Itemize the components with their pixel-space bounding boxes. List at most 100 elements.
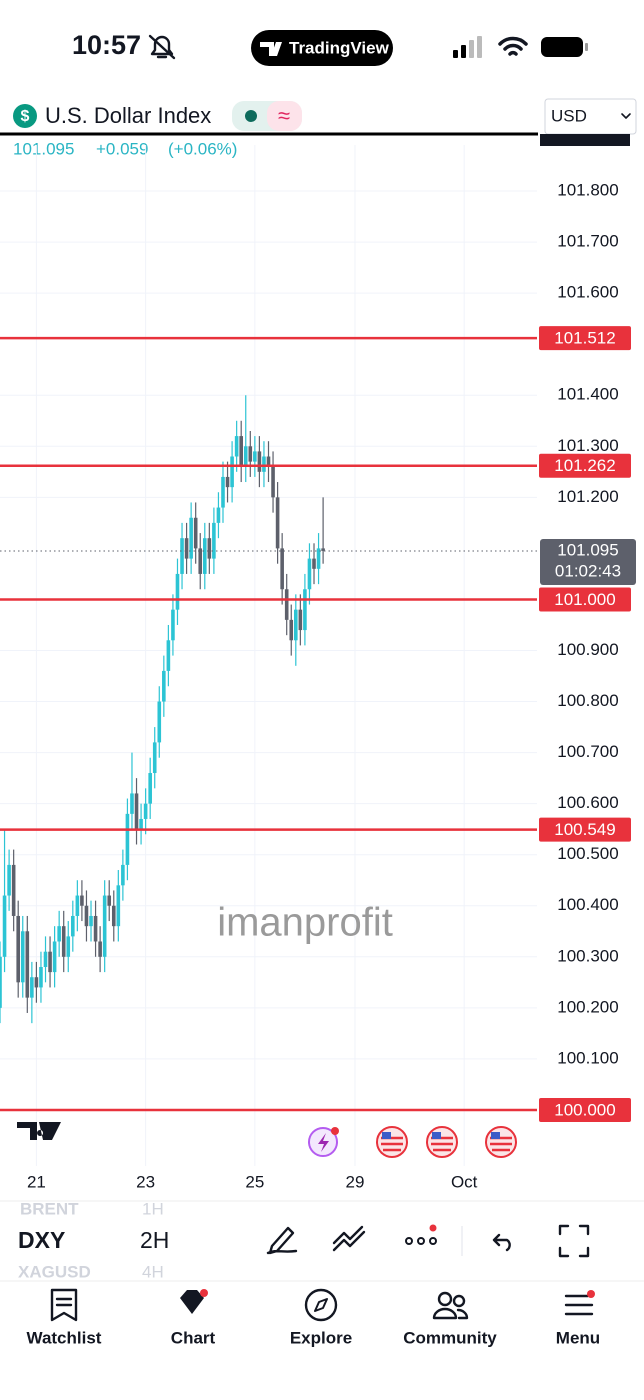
candle-body — [66, 936, 71, 957]
current-price-label: 101.095 — [557, 540, 618, 559]
candle-body — [234, 436, 239, 457]
x-tick-label: 25 — [245, 1172, 264, 1191]
price-level-tag — [539, 587, 631, 612]
quote-change-percent: (+0.06%) — [168, 139, 237, 158]
y-tick-label: 100.600 — [557, 793, 618, 812]
price-level-tag — [539, 453, 631, 478]
currency: USD — [551, 106, 587, 125]
candle-body — [148, 773, 152, 804]
candle-body — [303, 589, 307, 631]
symbol-name[interactable]: U.S. Dollar Index — [45, 103, 211, 128]
battery-tip — [585, 43, 588, 51]
tab-label: Community — [403, 1328, 497, 1347]
candle-body — [175, 573, 180, 610]
tab-watchlist[interactable]: Watchlist — [27, 1288, 102, 1347]
candle-body — [171, 609, 175, 641]
us-event[interactable] — [376, 1126, 408, 1158]
toolbar-interval[interactable]: 2H — [140, 1227, 169, 1253]
candle-body — [230, 456, 234, 488]
candle-body — [84, 905, 89, 927]
tab-label: Menu — [556, 1328, 600, 1347]
x-tick-label: 23 — [136, 1172, 155, 1191]
candle-body — [125, 813, 130, 865]
candle-body — [294, 609, 298, 641]
candle-body — [107, 895, 112, 906]
candle-body — [139, 818, 143, 830]
candle-body — [243, 446, 248, 467]
candle-body — [316, 548, 321, 569]
candle-body — [7, 864, 11, 896]
tab-menu[interactable]: Menu — [556, 1290, 600, 1347]
draw-tool[interactable] — [266, 1226, 298, 1255]
faded-symbol: BRENT — [20, 1199, 79, 1218]
indicator-tool[interactable] — [332, 1225, 366, 1252]
tv-logo-small — [260, 42, 282, 56]
countdown-label: 01:02:43 — [555, 561, 621, 580]
candle-body — [98, 941, 102, 957]
y-tick-label: 101.800 — [557, 181, 618, 200]
battery-icon — [541, 37, 583, 57]
y-tick-label: 100.400 — [557, 895, 618, 914]
candle-body — [130, 793, 134, 814]
candle-body — [321, 548, 325, 551]
candle-body — [198, 548, 203, 574]
y-tick-label: 101.600 — [557, 283, 618, 302]
y-tick-label: 100.200 — [557, 997, 618, 1016]
candle-body — [202, 538, 207, 574]
status-dot — [245, 110, 257, 122]
candle-body — [43, 951, 48, 968]
candle-body — [143, 803, 148, 819]
fullscreen-tool[interactable] — [558, 1224, 590, 1258]
candle-body — [0, 956, 2, 1008]
mute-icon — [148, 34, 176, 60]
y-tick-label: 101.200 — [557, 487, 618, 506]
candle-body — [111, 905, 116, 927]
flag-stripes — [381, 1136, 512, 1152]
symbol-icon — [13, 104, 37, 128]
y-tick-label: 100.500 — [557, 844, 618, 863]
us-event[interactable] — [426, 1126, 458, 1158]
candle-body — [89, 915, 93, 927]
tab-explore[interactable]: Explore — [290, 1288, 352, 1347]
candle-body — [39, 967, 43, 988]
candle-body — [30, 977, 34, 998]
candle-body — [52, 941, 57, 973]
tab-label: Explore — [290, 1328, 352, 1347]
candle-body — [271, 466, 275, 498]
candle-body — [75, 895, 80, 916]
signal-icon — [453, 36, 482, 58]
candle-body — [11, 864, 16, 916]
price-level-label: 101.000 — [554, 590, 615, 609]
chart[interactable]: 21 23 25 29 Oct 100.100 100.200 100.300 100.400 1… — [0, 145, 636, 1191]
candle-body — [189, 517, 193, 559]
y-tick-label: 101.700 — [557, 232, 618, 251]
candle-body — [134, 793, 139, 830]
tv-logo — [17, 1122, 61, 1140]
candle-body — [298, 609, 303, 631]
flag-canton — [491, 1132, 500, 1139]
x-tick-label: 29 — [346, 1172, 365, 1191]
quote-price: 101.095 — [13, 139, 74, 158]
flag-canton — [432, 1132, 441, 1139]
flag-canton — [382, 1132, 391, 1139]
clock: 10:57 — [72, 30, 141, 60]
price-level-tag — [539, 817, 631, 842]
candle-body — [280, 548, 284, 590]
more-tool[interactable] — [405, 1224, 437, 1245]
candle-body — [34, 977, 39, 988]
candle-body — [180, 538, 184, 574]
candle-body — [266, 456, 271, 467]
undo-tool[interactable] — [492, 1233, 511, 1252]
tab-chart[interactable]: Chart — [171, 1289, 216, 1347]
candle-body — [102, 895, 107, 957]
toolbar-symbol[interactable]: DXY — [18, 1227, 65, 1253]
us-event[interactable] — [485, 1126, 517, 1158]
faded-interval: 1H — [142, 1199, 164, 1218]
candle-body — [248, 446, 253, 462]
tab-community[interactable]: Community — [403, 1291, 497, 1347]
candle-body — [262, 456, 266, 472]
candle-body — [162, 670, 166, 702]
faded-interval: 4H — [142, 1262, 164, 1281]
price-level-tag — [539, 1097, 631, 1122]
